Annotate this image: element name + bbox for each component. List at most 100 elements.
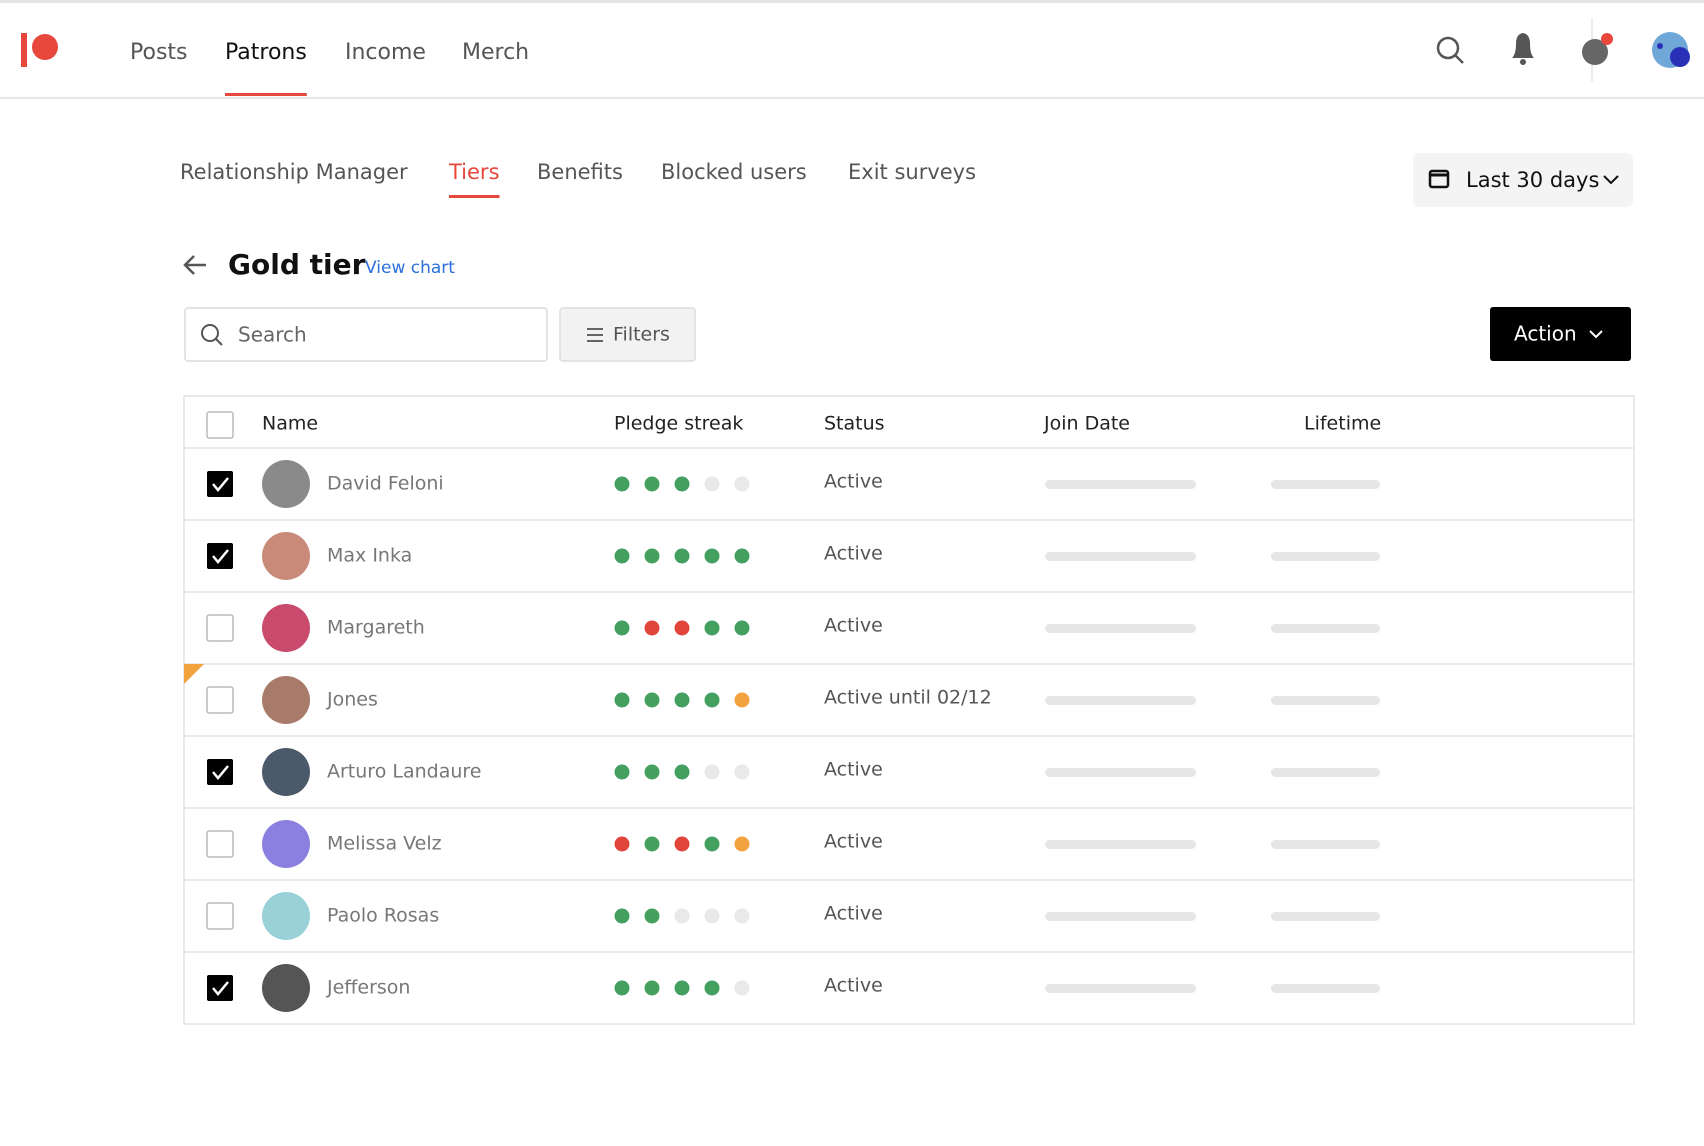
action-label: Action <box>1514 322 1577 346</box>
nav-item[interactable]: Merch <box>462 40 529 65</box>
streak-dot <box>644 620 660 636</box>
lifetime-placeholder <box>1271 480 1380 489</box>
streak-dot <box>644 764 660 780</box>
row-checkbox[interactable] <box>207 471 233 497</box>
row-flag <box>184 664 204 684</box>
patron-name[interactable]: Arturo Landaure <box>327 761 481 783</box>
streak-dot <box>614 908 630 924</box>
logo-dot <box>32 34 58 60</box>
patron-avatar <box>262 676 310 724</box>
patron-avatar <box>262 892 310 940</box>
streak-dot <box>674 908 690 924</box>
sub-tab[interactable]: Tiers <box>448 160 500 184</box>
join-date-placeholder <box>1045 768 1196 777</box>
join-date-placeholder <box>1045 840 1196 849</box>
streak-dot <box>734 692 750 708</box>
join-date-placeholder <box>1045 480 1196 489</box>
sub-tab[interactable]: Exit surveys <box>848 160 976 184</box>
streak-dot <box>674 548 690 564</box>
user-avatar[interactable] <box>1652 32 1690 68</box>
streak-dot <box>644 980 660 996</box>
nav-item[interactable]: Posts <box>130 40 188 65</box>
streak-dot <box>734 476 750 492</box>
sub-tab-underline <box>449 195 500 198</box>
streak-dot <box>734 548 750 564</box>
streak-dot <box>734 836 750 852</box>
patron-name[interactable]: Melissa Velz <box>327 833 442 855</box>
streak-dot <box>644 692 660 708</box>
lifetime-placeholder <box>1271 624 1380 633</box>
streak-dot <box>704 548 720 564</box>
chat-icon[interactable] <box>1582 18 1613 82</box>
streak-dot <box>614 980 630 996</box>
logo-bar <box>21 33 27 67</box>
patron-avatar <box>262 820 310 868</box>
column-header: Pledge streak <box>614 413 743 435</box>
streak-dot <box>614 836 630 852</box>
action-button[interactable]: Action <box>1490 307 1631 361</box>
filters-button[interactable]: Filters <box>559 307 696 362</box>
checkmark <box>212 981 229 996</box>
patron-avatar <box>262 532 310 580</box>
patron-name[interactable]: Max Inka <box>327 545 412 567</box>
streak-dot <box>704 764 720 780</box>
patron-status: Active <box>824 759 883 781</box>
patron-name[interactable]: Jones <box>326 689 378 711</box>
streak-dot <box>704 836 720 852</box>
streak-dot <box>644 548 660 564</box>
row-checkbox[interactable] <box>206 686 234 714</box>
nav-item[interactable]: Income <box>345 40 426 65</box>
row-checkbox[interactable] <box>207 543 233 569</box>
nav-item[interactable]: Patrons <box>225 40 307 65</box>
search-box[interactable]: Search <box>184 307 548 362</box>
column-header: Name <box>262 413 318 435</box>
streak-dot <box>674 836 690 852</box>
patron-name[interactable]: Paolo Rosas <box>327 905 439 927</box>
streak-dot <box>614 692 630 708</box>
streak-dot <box>674 980 690 996</box>
patron-avatar <box>262 460 310 508</box>
patron-avatar <box>262 604 310 652</box>
patron-status: Active <box>824 975 883 997</box>
patron-status: Active until 02/12 <box>824 687 992 709</box>
row-checkbox[interactable] <box>206 902 234 930</box>
streak-dot <box>614 548 630 564</box>
streak-dot <box>734 908 750 924</box>
patron-name[interactable]: Jefferson <box>326 977 410 999</box>
patron-name[interactable]: Margareth <box>327 617 425 639</box>
join-date-placeholder <box>1045 984 1196 993</box>
streak-dot <box>704 476 720 492</box>
view-chart-link[interactable]: View chart <box>365 258 455 278</box>
date-range-button[interactable]: Last 30 days <box>1413 153 1633 207</box>
patron-status: Active <box>824 615 883 637</box>
select-all-checkbox[interactable] <box>206 411 234 439</box>
back-button[interactable] <box>183 255 206 275</box>
sub-tab[interactable]: Relationship Manager <box>180 160 408 184</box>
nav-active-underline <box>225 93 307 96</box>
streak-dot <box>614 764 630 780</box>
lifetime-placeholder <box>1271 984 1380 993</box>
join-date-placeholder <box>1045 696 1196 705</box>
filters-label: Filters <box>613 324 670 346</box>
streak-dot <box>734 620 750 636</box>
join-date-placeholder <box>1045 552 1196 561</box>
search-icon[interactable] <box>1436 36 1464 64</box>
streak-dot <box>614 620 630 636</box>
sub-tab[interactable]: Benefits <box>537 160 623 184</box>
column-header: Status <box>824 413 885 435</box>
bell-icon[interactable] <box>1512 33 1534 65</box>
streak-dot <box>734 980 750 996</box>
row-checkbox[interactable] <box>207 975 233 1001</box>
lifetime-placeholder <box>1271 696 1380 705</box>
row-checkbox[interactable] <box>206 830 234 858</box>
streak-dot <box>674 476 690 492</box>
patron-name[interactable]: David Feloni <box>327 473 444 495</box>
row-checkbox[interactable] <box>206 614 234 642</box>
streak-dot <box>644 836 660 852</box>
patron-avatar <box>262 964 310 1012</box>
sub-tab[interactable]: Blocked users <box>661 160 807 184</box>
logo[interactable] <box>21 33 58 67</box>
row-checkbox[interactable] <box>207 759 233 785</box>
